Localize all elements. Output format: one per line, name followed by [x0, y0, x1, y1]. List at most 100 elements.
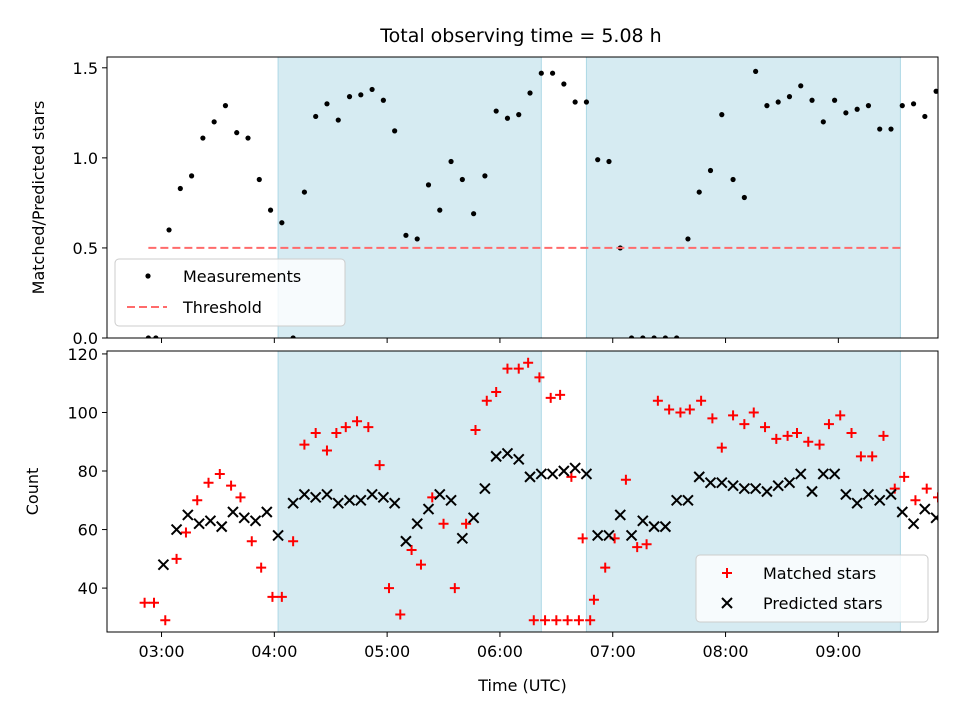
predicted-star-point: [614, 509, 626, 521]
measurement-point: [640, 335, 646, 338]
predicted-star-point: [272, 529, 284, 542]
predicted-star-point: [445, 494, 457, 506]
measurement-point: [696, 189, 702, 195]
matched-star-point: [728, 410, 739, 421]
legend: Matched stars Predicted stars: [695, 554, 929, 623]
matched-star-point: [771, 433, 782, 444]
measurement-point: [572, 99, 578, 105]
predicted-star-point: [862, 488, 875, 501]
matched-star-point: [491, 386, 502, 397]
measurement-point: [719, 112, 725, 118]
measurement-point: [222, 103, 229, 109]
matched-star-point: [267, 591, 278, 602]
measurement-point: [707, 167, 714, 174]
measurement-point: [764, 103, 770, 109]
predicted-star-point: [682, 494, 694, 506]
series-measurements: [145, 68, 938, 338]
predicted-star-point: [227, 506, 239, 518]
measurement-point: [471, 211, 477, 217]
predicted-star-point: [874, 494, 886, 506]
predicted-star-point: [513, 453, 525, 466]
measurement-point: [662, 335, 668, 338]
matched-star-point: [588, 594, 599, 605]
matched-star-point: [352, 416, 363, 427]
y-tick-label: 0.5: [73, 239, 98, 258]
y-axis-label: Count: [23, 468, 42, 516]
matched-star-point: [555, 389, 566, 400]
measurement-point: [538, 70, 544, 76]
measurement-point: [358, 92, 364, 98]
matched-star-point: [528, 615, 539, 626]
matched-star-point: [374, 460, 385, 471]
matched-star-point: [823, 419, 834, 430]
predicted-star-point: [851, 497, 863, 509]
predicted-star-point: [942, 530, 952, 540]
measurement-point: [922, 113, 928, 120]
predicted-star-point: [238, 512, 250, 524]
matched-star-point: [562, 615, 573, 626]
matched-star-point: [139, 597, 150, 608]
predicted-star-point: [704, 477, 717, 489]
matched-star-point: [395, 609, 406, 620]
predicted-star-point: [648, 520, 660, 533]
predicted-star-point: [885, 488, 897, 501]
measurement-point: [145, 335, 151, 338]
matched-star-point: [192, 495, 203, 506]
matched-star-point: [340, 422, 351, 433]
matched-star-point: [523, 357, 534, 368]
matched-star-point: [675, 407, 686, 418]
legend: Measurements Threshold: [114, 258, 346, 327]
predicted-star-point: [204, 515, 217, 527]
measurement-point: [335, 117, 341, 123]
legend-marker-matched: [722, 568, 732, 578]
bottom-panel: 40 60 80 100 120 03:00 04:00 05:00 06:00 07:00 08:…: [23, 345, 960, 695]
matched-star-point: [310, 427, 321, 438]
series-matched-stars: [139, 357, 938, 626]
predicted-star-point: [603, 529, 615, 542]
axes-frame: [106, 350, 939, 633]
measurement-point: [290, 335, 296, 338]
predicted-star-point: [355, 494, 367, 506]
y-tick-label: 0.0: [73, 329, 98, 348]
matched-star-point: [149, 597, 160, 608]
matched-star-point: [363, 422, 374, 433]
y-tick-label: 120: [67, 345, 98, 364]
predicted-star-point: [298, 488, 311, 501]
predicted-star-point: [411, 517, 423, 530]
matched-star-point: [846, 427, 857, 438]
matched-star-point: [910, 495, 921, 506]
matched-star-point: [502, 363, 513, 374]
x-tick-label: 03:00: [138, 642, 184, 661]
measurement-point: [493, 108, 499, 114]
measurement-point: [831, 97, 838, 103]
matched-star-point: [256, 562, 267, 573]
legend-box: [114, 258, 346, 327]
predicted-star-point: [321, 488, 333, 501]
predicted-star-point: [659, 520, 672, 533]
matched-star-point: [214, 468, 225, 479]
matched-star-point: [461, 518, 472, 529]
measurement-point: [448, 158, 454, 165]
measurement-point: [674, 335, 680, 338]
measurement-point: [504, 115, 511, 121]
measurement-point: [775, 99, 781, 105]
predicted-star-point: [261, 506, 273, 518]
y-tick-label: 60: [78, 521, 98, 540]
measurement-point: [324, 101, 330, 107]
predicted-star-point: [738, 482, 751, 495]
predicted-star-point: [249, 515, 262, 527]
measurement-point: [877, 126, 883, 132]
matched-star-point: [664, 404, 675, 415]
matched-star-point: [551, 615, 562, 626]
predicted-star-point: [954, 533, 960, 543]
measurement-point: [606, 158, 612, 165]
legend-label-threshold: Threshold: [182, 298, 262, 317]
measurement-point: [256, 176, 262, 183]
measurement-point: [910, 101, 917, 107]
matched-star-point: [791, 427, 802, 438]
matched-star-point: [288, 536, 299, 547]
measurement-point: [628, 335, 635, 338]
measurement-point: [380, 97, 386, 103]
matched-star-point: [321, 445, 332, 456]
matched-star-point: [573, 615, 584, 626]
